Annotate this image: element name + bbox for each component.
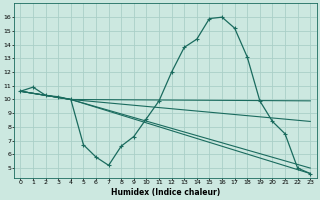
X-axis label: Humidex (Indice chaleur): Humidex (Indice chaleur) <box>111 188 220 197</box>
